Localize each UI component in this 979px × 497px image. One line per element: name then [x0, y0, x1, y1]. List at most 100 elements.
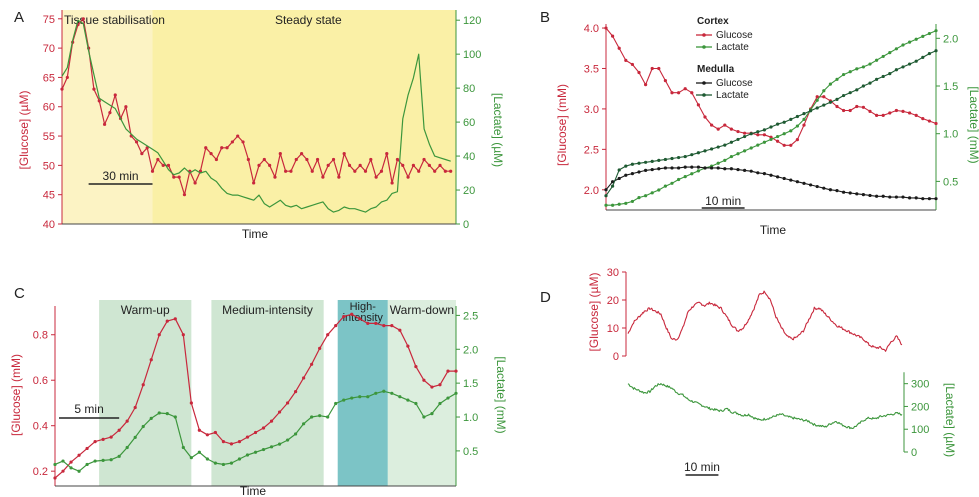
data-point: [881, 54, 885, 59]
data-point: [204, 146, 208, 150]
data-point: [358, 317, 362, 321]
series-line: [627, 290, 903, 352]
series-line: [61, 18, 451, 196]
data-point: [756, 143, 760, 147]
data-point: [769, 137, 773, 142]
data-point: [433, 169, 437, 173]
data-point: [398, 328, 402, 332]
data-point: [683, 87, 687, 91]
data-point: [617, 202, 621, 206]
data-point: [277, 410, 282, 414]
data-point: [782, 132, 786, 136]
data-point: [209, 152, 213, 156]
region-label-warm-down: Warm-down: [390, 303, 454, 317]
data-point: [670, 181, 674, 185]
data-point: [133, 405, 137, 410]
data-point: [868, 62, 872, 66]
data-point: [630, 172, 635, 176]
y-tick-label: 4.0: [584, 23, 599, 35]
data-point: [604, 194, 608, 198]
data-point: [729, 127, 734, 131]
y-left-axis-label: [Glucose] (mM): [555, 84, 569, 166]
data-point: [269, 445, 274, 449]
data-point: [342, 314, 346, 319]
x-axis-label: Time: [760, 223, 787, 237]
data-point: [374, 321, 378, 325]
y-tick-label: 60: [43, 102, 55, 114]
data-point: [769, 173, 773, 177]
data-point: [828, 100, 833, 104]
y-tick-label: 2.0: [943, 33, 958, 45]
data-point: [277, 442, 282, 446]
data-point: [795, 124, 800, 128]
data-point: [690, 153, 694, 157]
data-point: [117, 454, 121, 458]
panel-label-c: C: [14, 285, 25, 302]
data-point: [749, 132, 753, 136]
data-point: [762, 140, 767, 144]
data-point: [802, 123, 806, 127]
data-point: [881, 194, 885, 198]
data-point: [762, 172, 767, 176]
y-top-axis-label: [Glucose] (µM): [587, 273, 601, 352]
data-point: [782, 143, 786, 147]
y-tick-label: 1.0: [463, 412, 478, 424]
data-point: [795, 114, 800, 119]
data-point: [326, 333, 330, 337]
data-point: [723, 143, 727, 147]
data-point: [417, 169, 421, 173]
data-point: [77, 469, 81, 473]
region-label-line: intensity: [343, 312, 384, 324]
data-point: [677, 91, 681, 95]
y-tick-label: 45: [43, 190, 55, 202]
data-point: [703, 115, 707, 119]
data-point: [302, 376, 306, 380]
data-point: [888, 51, 892, 55]
data-point: [789, 129, 793, 133]
data-point: [157, 333, 161, 337]
data-point: [677, 177, 681, 182]
series-line: [61, 19, 451, 213]
data-point: [861, 84, 866, 88]
data-point: [670, 91, 674, 95]
data-point: [908, 62, 912, 66]
data-point: [901, 195, 905, 199]
data-point: [815, 184, 819, 189]
data-point: [299, 152, 304, 156]
data-point: [101, 437, 105, 441]
data-point: [241, 140, 245, 144]
data-point: [443, 169, 447, 173]
data-point: [894, 108, 899, 113]
data-point: [716, 127, 720, 131]
data-point: [888, 111, 892, 115]
y-tick-label: 200: [911, 401, 929, 413]
data-point: [762, 128, 767, 132]
data-point: [411, 163, 416, 167]
data-point: [782, 176, 786, 181]
data-point: [611, 180, 615, 184]
data-point: [149, 358, 153, 362]
data-point: [776, 122, 780, 126]
data-point: [125, 419, 129, 423]
data-point: [604, 188, 608, 192]
data-point: [822, 186, 826, 190]
data-point: [268, 163, 272, 167]
data-point: [861, 105, 866, 109]
data-point: [743, 149, 747, 153]
data-point: [927, 51, 932, 56]
data-point: [85, 462, 89, 467]
data-point: [369, 157, 373, 162]
data-point: [213, 430, 217, 435]
data-point: [438, 401, 442, 406]
data-point: [743, 168, 747, 172]
y-tick-label: 20: [607, 295, 619, 307]
data-point: [438, 163, 442, 167]
data-point: [815, 95, 819, 99]
data-point: [723, 167, 727, 171]
data-point: [881, 74, 885, 79]
data-point: [914, 37, 918, 41]
y-tick-label: 300: [911, 379, 929, 391]
data-point: [650, 66, 654, 71]
data-point: [285, 401, 290, 405]
data-point: [390, 324, 394, 328]
